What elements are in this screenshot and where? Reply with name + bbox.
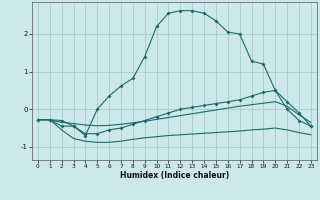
X-axis label: Humidex (Indice chaleur): Humidex (Indice chaleur): [120, 171, 229, 180]
